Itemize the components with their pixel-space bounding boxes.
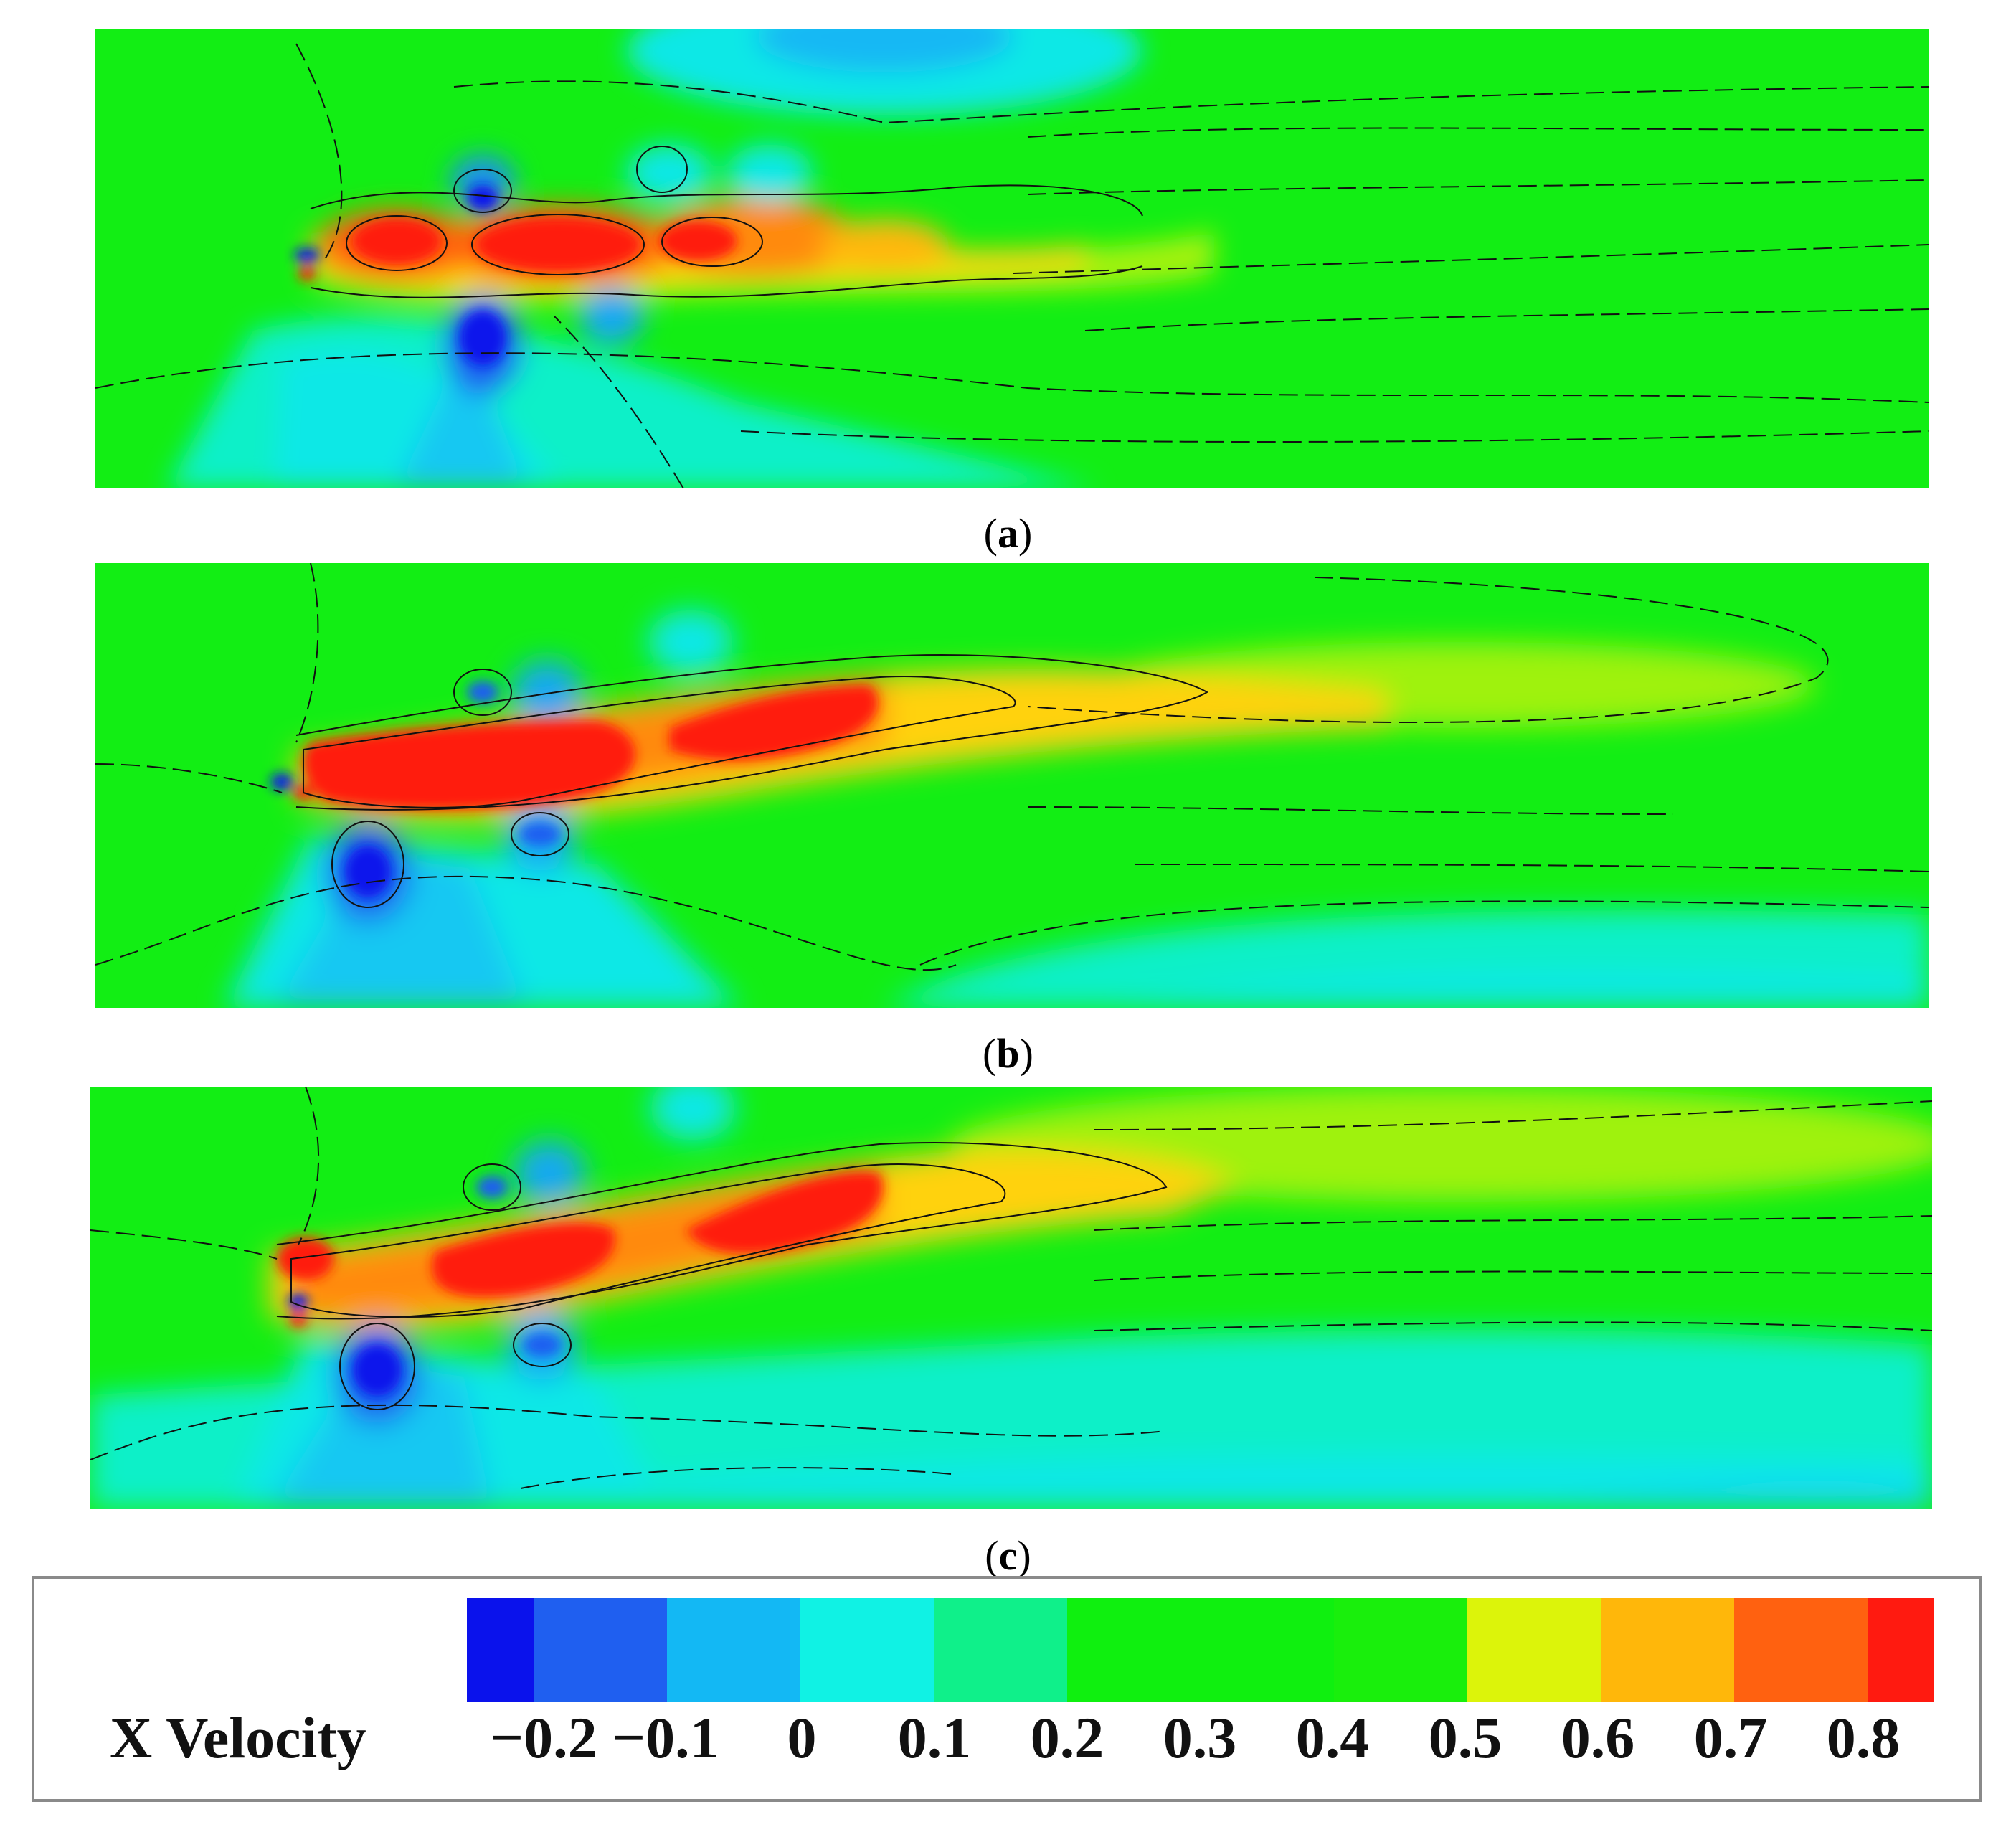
contour-panel-b xyxy=(95,563,1929,1008)
panel-caption-c: (c) xyxy=(985,1532,1031,1579)
colorbar-tick-label: 0.4 xyxy=(1295,1705,1370,1770)
contour-panel-c xyxy=(90,1087,1932,1509)
panel-caption-a: (a) xyxy=(983,510,1033,557)
colorbar-swatch xyxy=(1334,1598,1467,1702)
panel-caption-b: (b) xyxy=(983,1030,1033,1077)
colorbar-tick-label: 0 xyxy=(787,1705,817,1770)
colorbar-swatch xyxy=(667,1598,800,1702)
contour-plot-b xyxy=(95,563,1929,1008)
contour-plot-c xyxy=(90,1087,1932,1509)
colorbar-tick-label: 0.7 xyxy=(1693,1705,1768,1770)
colorbar-tick-label: 0.5 xyxy=(1428,1705,1502,1770)
colorbar-swatch xyxy=(467,1598,534,1702)
colorbar xyxy=(467,1598,1934,1702)
colorbar-tick-label: 0.6 xyxy=(1561,1705,1635,1770)
colorbar-legend: X Velocity −0.2 −0.1 0 0.1 0.2 0.3 0.4 0… xyxy=(32,1576,1982,1802)
contour-plot-a xyxy=(95,29,1929,488)
colorbar-swatch xyxy=(1868,1598,1934,1702)
colorbar-swatch xyxy=(934,1598,1067,1702)
colorbar-title: X Velocity xyxy=(110,1705,366,1770)
colorbar-swatch xyxy=(1467,1598,1601,1702)
colorbar-tick-label: 0.1 xyxy=(897,1705,972,1770)
contour-panel-a xyxy=(95,29,1929,488)
colorbar-tick-label: −0.2 xyxy=(490,1705,597,1770)
colorbar-swatch xyxy=(534,1598,667,1702)
colorbar-tick-label: 0.8 xyxy=(1826,1705,1901,1770)
colorbar-tick-label: −0.1 xyxy=(612,1705,719,1770)
colorbar-tick-label: 0.2 xyxy=(1030,1705,1104,1770)
colorbar-tick-label: 0.3 xyxy=(1163,1705,1237,1770)
colorbar-swatch xyxy=(1734,1598,1868,1702)
colorbar-swatch xyxy=(1201,1598,1334,1702)
colorbar-swatch xyxy=(1601,1598,1734,1702)
colorbar-swatch xyxy=(1067,1598,1201,1702)
colorbar-swatch xyxy=(800,1598,934,1702)
